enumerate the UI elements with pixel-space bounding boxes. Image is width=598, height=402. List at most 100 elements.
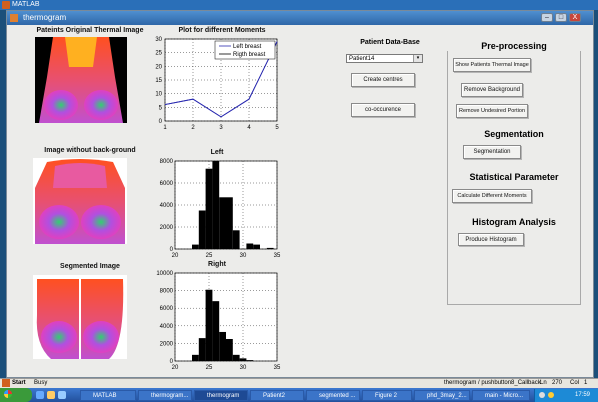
volume-icon[interactable] — [548, 392, 554, 398]
histogram-bar — [232, 230, 240, 249]
database-title: Patient Data-Base — [360, 39, 420, 46]
calculate-moments-button[interactable]: Calculate Different Moments — [452, 189, 532, 203]
start-button[interactable] — [0, 388, 32, 402]
y-tick-label: 10000 — [156, 271, 173, 277]
remove-background-button[interactable]: Remove Background — [461, 83, 523, 97]
maximize-button[interactable]: □ — [555, 13, 567, 22]
patient-select[interactable]: Patient14 ▾ — [346, 54, 423, 63]
taskbar-item-main[interactable]: main - Micro... — [472, 390, 530, 401]
matlab-title: MATLAB — [12, 1, 40, 8]
taskbar-item-patient2[interactable]: Patient2 — [250, 390, 304, 401]
histogram-bar — [266, 247, 274, 249]
histogram-bar — [232, 354, 240, 361]
status-col: 1 — [584, 380, 588, 386]
histogram-bar — [226, 339, 233, 361]
no-background-thermal-image — [33, 158, 127, 244]
x-tick-label: 35 — [274, 365, 281, 371]
series-line-2 — [164, 41, 278, 118]
media-icon[interactable] — [58, 391, 66, 399]
histogram-bar — [205, 289, 213, 361]
chevron-down-icon[interactable]: ▾ — [413, 55, 422, 62]
x-tick-label: 20 — [172, 253, 179, 259]
system-tray: 17:59 — [534, 389, 598, 402]
x-tick-label: 35 — [274, 253, 281, 259]
x-tick-label: 25 — [206, 253, 213, 259]
moments-plot-title: Plot for different Moments — [178, 27, 266, 34]
x-tick-label: 2 — [191, 125, 195, 131]
minimize-button[interactable]: – — [541, 13, 553, 22]
patient-select-value: Patient14 — [349, 56, 375, 62]
right-histogram-chart: 20 25 30 35 0 2000 4000 6000 8000 10000 — [156, 271, 281, 371]
histogram-bar — [246, 360, 254, 361]
x-tick-label: 30 — [240, 365, 247, 371]
remove-undesired-button[interactable]: Remove Undesired Portion — [456, 104, 528, 118]
legend-box — [214, 40, 276, 60]
y-tick-label: 0 — [159, 119, 163, 125]
status-start-label: Start — [12, 380, 26, 386]
network-icon[interactable] — [539, 392, 545, 398]
y-tick-label: 20 — [155, 64, 162, 70]
matlab-titlebar — [0, 0, 598, 10]
histogram-bar — [226, 197, 233, 249]
histogram-analysis-title: Histogram Analysis — [472, 217, 556, 227]
left-histogram-chart: 20 25 30 35 0 2000 4000 6000 8000 — [160, 159, 281, 259]
co-occurence-button[interactable]: co-occurence — [351, 103, 415, 117]
taskbar-item-segmented[interactable]: segmented ... — [306, 390, 360, 401]
status-busy: Busy — [34, 380, 48, 386]
taskbar-item-figure2[interactable]: Figure 2 — [362, 390, 412, 401]
status-bar: Start Busy thermogram / pushbutton8_Call… — [0, 378, 598, 389]
y-tick-label: 15 — [155, 78, 162, 84]
legend-label: Left breast — [233, 44, 262, 50]
status-col-label: Col — [570, 380, 580, 386]
histogram-bar — [246, 243, 254, 249]
clock: 17:59 — [575, 392, 591, 398]
ie-icon[interactable] — [36, 391, 44, 399]
folder-icon[interactable] — [47, 391, 55, 399]
preprocessing-title: Pre-processing — [447, 41, 581, 51]
taskbar-item-matlab[interactable]: MATLAB — [80, 390, 136, 401]
segmented-image-title: Segmented Image — [60, 263, 120, 270]
window-titlebar[interactable]: thermogram – □ X — [7, 11, 593, 25]
y-tick-label: 6000 — [160, 306, 174, 312]
create-centres-button[interactable]: Create centres — [351, 73, 415, 87]
segmentation-title: Segmentation — [484, 129, 544, 139]
y-tick-label: 0 — [170, 247, 174, 253]
y-tick-label: 5 — [159, 105, 163, 111]
taskbar-item-thermogram-2[interactable]: thermogram — [194, 390, 248, 401]
start-mtl-icon — [2, 379, 10, 387]
x-tick-label: 1 — [163, 125, 167, 131]
x-tick-label: 4 — [247, 125, 251, 131]
histogram-bar — [198, 338, 206, 361]
matlab-icon — [2, 1, 10, 9]
show-thermal-image-button[interactable]: Show Patients Thermal Image — [453, 58, 531, 72]
y-tick-label: 0 — [170, 359, 174, 365]
figure-content: Pateints Original Thermal Image Image wi… — [7, 25, 593, 377]
legend-label: Rigth breast — [233, 52, 266, 58]
histogram-bar — [212, 301, 220, 361]
y-tick-label: 6000 — [160, 181, 174, 187]
right-histogram-title: Right — [208, 261, 226, 268]
x-tick-label: 30 — [240, 253, 247, 259]
statistical-title: Statistical Parameter — [469, 172, 559, 182]
y-tick-label: 10 — [155, 92, 162, 98]
produce-histogram-button[interactable]: Produce Histogram — [458, 233, 524, 246]
window-title: thermogram — [23, 13, 67, 22]
no-background-image-title: Image without back-ground — [44, 147, 136, 154]
status-ln: 270 — [552, 380, 563, 386]
segmentation-button[interactable]: Segmentation — [463, 145, 521, 159]
left-histogram-title: Left — [210, 149, 224, 156]
taskbar-item-thermogram-1[interactable]: thermogram... — [138, 390, 192, 401]
histogram-bar — [198, 210, 206, 249]
histogram-bar — [192, 244, 199, 249]
original-thermal-image — [35, 37, 127, 123]
x-tick-label: 25 — [206, 365, 213, 371]
taskbar-item-phd[interactable]: phd_3may_2... — [414, 390, 470, 401]
close-button[interactable]: X — [569, 13, 581, 22]
x-tick-label: 5 — [275, 125, 279, 131]
segmented-thermal-image — [33, 275, 127, 359]
x-tick-label: 20 — [172, 365, 179, 371]
thermogram-window: thermogram – □ X Pateints Original Therm… — [6, 10, 594, 378]
status-callback: thermogram / pushbutton8_Callback — [444, 380, 541, 386]
histogram-bar — [219, 197, 226, 249]
window-icon — [10, 14, 18, 22]
